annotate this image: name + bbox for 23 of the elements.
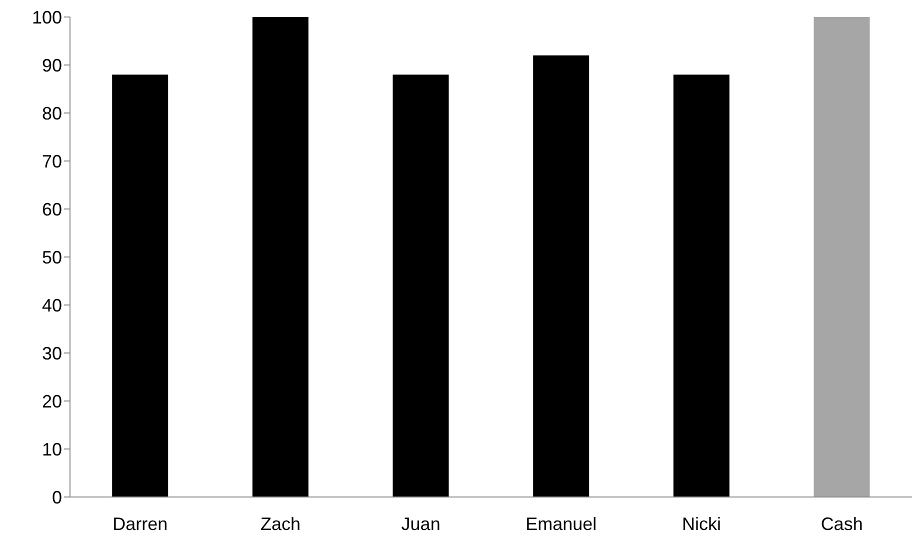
bar bbox=[673, 74, 730, 497]
x-tick-label: Zach bbox=[260, 514, 301, 534]
bar bbox=[112, 74, 168, 497]
bar bbox=[252, 17, 308, 497]
y-tick-label: 100 bbox=[32, 7, 62, 28]
x-tick-label: Darren bbox=[112, 514, 168, 534]
bar bbox=[814, 17, 870, 497]
y-tick-label: 70 bbox=[42, 151, 62, 172]
x-tick-label: Emanuel bbox=[526, 514, 597, 534]
y-tick-label: 90 bbox=[42, 55, 62, 76]
y-tick-label: 0 bbox=[52, 487, 62, 508]
x-tick-label: Juan bbox=[401, 514, 440, 534]
y-tick-label: 50 bbox=[42, 247, 62, 268]
bar bbox=[533, 55, 590, 497]
y-tick-label: 80 bbox=[42, 103, 62, 124]
y-tick-label: 60 bbox=[42, 199, 62, 220]
y-tick-label: 20 bbox=[42, 391, 62, 412]
y-tick-label: 30 bbox=[42, 343, 62, 364]
x-tick-label: Nicki bbox=[682, 514, 721, 534]
bar bbox=[392, 74, 449, 497]
y-tick-label: 10 bbox=[42, 439, 62, 460]
x-tick-label: Cash bbox=[820, 514, 863, 534]
y-tick-label: 40 bbox=[42, 295, 62, 316]
